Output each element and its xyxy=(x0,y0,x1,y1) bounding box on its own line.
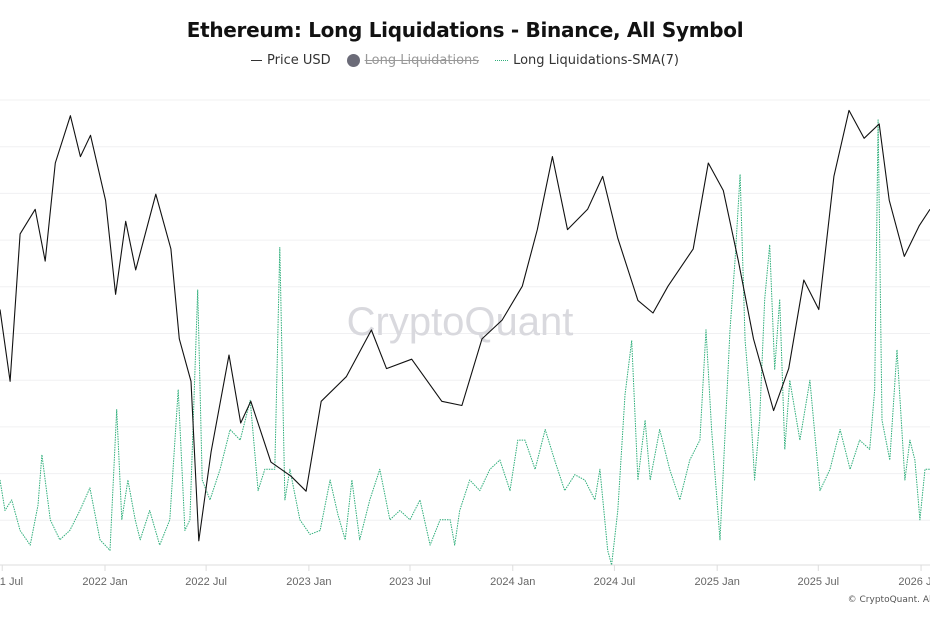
legend-item-long-liquidations[interactable]: Long Liquidations xyxy=(346,53,480,68)
x-tick-label: 2024 Jul xyxy=(594,576,636,588)
solid-line-icon xyxy=(251,60,262,61)
copyright: © CryptoQuant. All xyxy=(847,595,930,605)
legend-label: Price USD xyxy=(267,53,331,68)
legend: Price USD Long Liquidations Long Liquida… xyxy=(0,53,930,68)
chart-title: Ethereum: Long Liquidations - Binance, A… xyxy=(186,18,744,42)
x-tick-label: 2023 Jan xyxy=(286,576,331,588)
long-liquidations-sma-line xyxy=(0,119,930,566)
x-tick-label: 2024 Jan xyxy=(490,576,535,588)
watermark: CryptoQuant xyxy=(347,300,574,344)
legend-label: Long Liquidations xyxy=(364,53,480,68)
x-tick-label: 2025 Jan xyxy=(695,576,740,588)
legend-label: Long Liquidations-SMA(7) xyxy=(513,53,679,68)
legend-item-price[interactable]: Price USD xyxy=(251,53,331,68)
x-tick-label: 2025 Jul xyxy=(797,576,839,588)
x-tick-label: 2026 Jan xyxy=(898,576,930,588)
x-axis: 2021 Jul 2022 Jan 2022 Jul 2023 Jan 2023 Jul… xyxy=(0,565,930,588)
x-tick-label: 2021 Jul xyxy=(0,576,23,588)
x-tick-label: 2022 Jan xyxy=(82,576,127,588)
series-layer xyxy=(0,109,930,566)
legend-item-sma[interactable]: Long Liquidations-SMA(7) xyxy=(495,53,679,68)
gridlines xyxy=(0,99,930,521)
dotted-line-icon xyxy=(495,60,509,61)
circle-icon xyxy=(346,54,360,67)
x-tick-label: 2022 Jul xyxy=(185,576,227,588)
x-tick-label: 2023 Jul xyxy=(389,576,431,588)
